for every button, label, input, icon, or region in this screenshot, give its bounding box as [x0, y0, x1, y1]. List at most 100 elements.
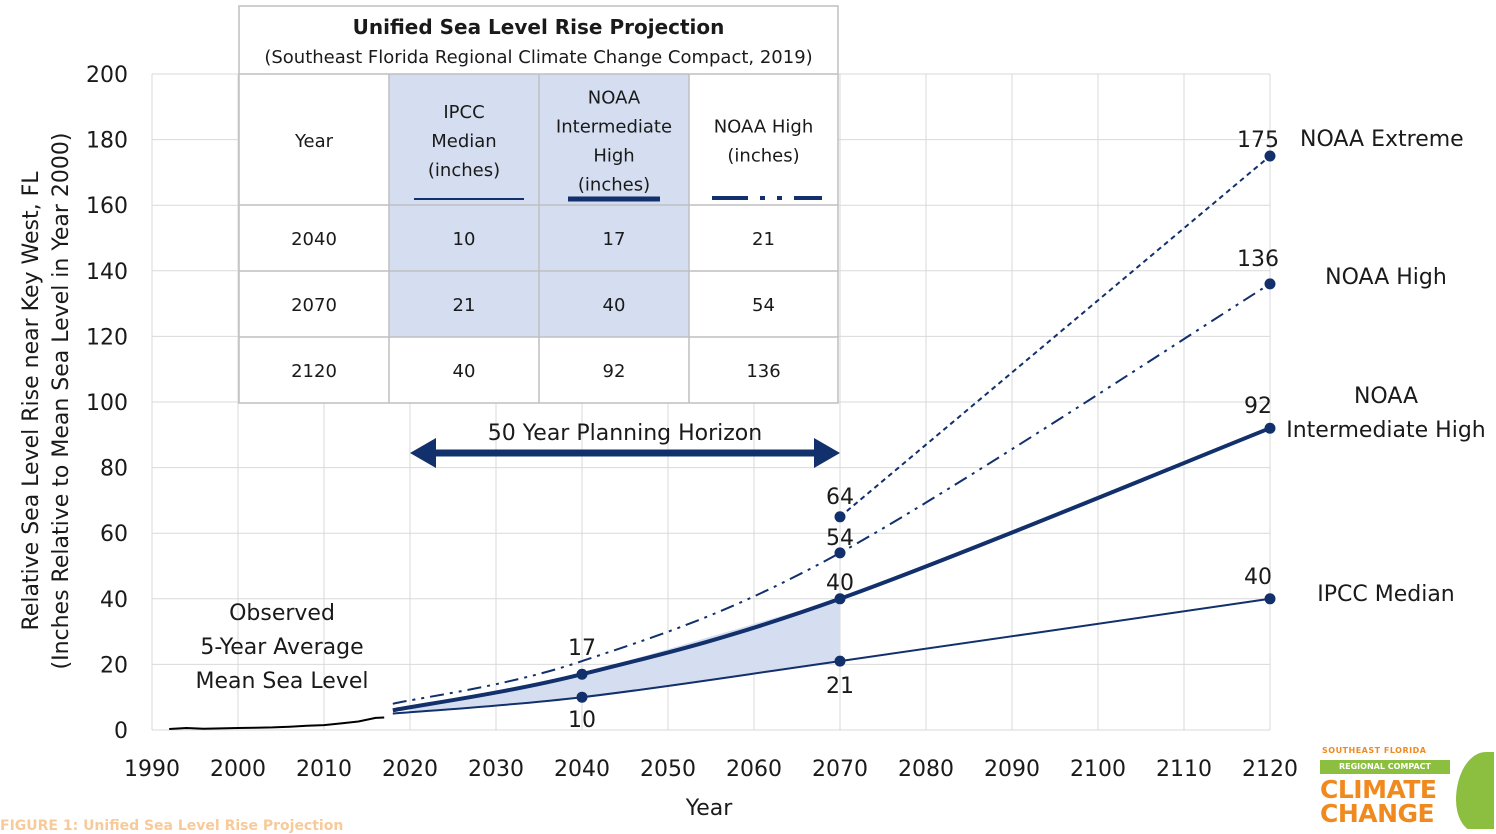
int-high-series-label-line1: NOAA: [1354, 384, 1418, 409]
int_high-point: [834, 593, 846, 605]
int_high-value-label: 92: [1244, 394, 1272, 419]
table-cell: 17: [603, 229, 626, 250]
x-tick-label: 2020: [382, 757, 438, 782]
x-tick-label: 2070: [812, 757, 868, 782]
ipcc-point: [576, 691, 588, 703]
table-header-cell: Median: [431, 131, 496, 152]
y-tick-label: 120: [86, 325, 128, 350]
logo-change: CHANGE: [1320, 799, 1435, 828]
y-tick-label: 60: [100, 522, 128, 547]
table-cell: 54: [752, 295, 775, 316]
int_high-point: [576, 668, 588, 680]
x-tick-label: 2110: [1156, 757, 1212, 782]
extreme-line: [839, 155, 1271, 518]
ipcc-line: [392, 597, 1271, 715]
table-header-cell: Year: [294, 131, 334, 152]
extreme-series-label: NOAA Extreme: [1300, 127, 1464, 152]
observed-label-line: 5-Year Average: [200, 635, 363, 660]
table-header-cell: (inches): [727, 146, 799, 167]
x-axis-label: Year: [685, 796, 734, 821]
observed-label-line: Mean Sea Level: [196, 669, 369, 694]
noaa_high-line: [392, 283, 1271, 705]
horizon-arrow-right: [814, 438, 840, 468]
logo-climate: CLIMATE: [1320, 775, 1437, 804]
x-tick-label: 2030: [468, 757, 524, 782]
y-tick-label: 160: [86, 194, 128, 219]
noaa_high-point: [834, 547, 846, 559]
y-tick-label: 200: [86, 63, 128, 88]
table-cell: 136: [746, 361, 780, 382]
noaa-high-series-label: NOAA High: [1325, 265, 1447, 290]
table-header-cell: High: [593, 146, 634, 167]
y-tick-label: 40: [100, 588, 128, 613]
table-header-cell: NOAA: [588, 88, 641, 109]
x-tick-label: 2060: [726, 757, 782, 782]
y-tick-label: 180: [86, 129, 128, 154]
logo-line3: CLIMATE CHANGE: [1320, 775, 1437, 828]
table-cell: 2120: [291, 361, 337, 382]
figure-caption: FIGURE 1: Unified Sea Level Rise Project…: [0, 818, 344, 834]
observed-line: [169, 716, 385, 730]
table-cell: 21: [453, 295, 476, 316]
table-header-cell: Intermediate: [556, 117, 672, 138]
x-tick-label: 2090: [984, 757, 1040, 782]
extreme-point: [834, 511, 846, 523]
noaa_high-value-label: 136: [1237, 247, 1279, 272]
int_high-line: [392, 426, 1271, 713]
x-tick-label: 2040: [554, 757, 610, 782]
ipcc-value-label: 10: [568, 708, 596, 733]
table-cell: 2040: [291, 229, 337, 250]
x-tick-label: 2100: [1070, 757, 1126, 782]
axes: 1990 2000 2010 2020 2030 2040 2050 2060 2070 2080…: [86, 63, 1298, 782]
table-header-cell: IPCC: [443, 102, 484, 123]
ipcc-value-label: 40: [1244, 565, 1272, 590]
y-tick-label: 0: [114, 719, 128, 744]
noaa_high-point: [1264, 278, 1276, 290]
table-cell: 10: [453, 229, 476, 250]
ipcc-point: [1264, 593, 1276, 605]
table-header-cell: NOAA High: [714, 117, 814, 138]
x-tick-label: 2050: [640, 757, 696, 782]
y-tick-label: 100: [86, 391, 128, 416]
y-tick-label: 140: [86, 260, 128, 285]
extreme-value-label: 175: [1237, 128, 1279, 153]
logo-line2: REGIONAL COMPACT: [1320, 760, 1450, 774]
x-tick-label: 1990: [124, 757, 180, 782]
table-header-cell: (inches): [428, 160, 500, 181]
climate-compact-logo: SOUTHEAST FLORIDA REGIONAL COMPACT CLIMA…: [1316, 744, 1494, 829]
x-tick-label: 2080: [898, 757, 954, 782]
y-axis-label-line2: (Inches Relative to Mean Sea Level in Ye…: [49, 132, 74, 669]
series-lines: [169, 150, 1276, 730]
int_high-value-label: 40: [826, 571, 854, 596]
table-cell: 92: [603, 361, 626, 382]
y-tick-label: 20: [100, 653, 128, 678]
y-axis-label-line1: Relative Sea Level Rise near Key West, F…: [19, 171, 44, 631]
y-tick-label: 80: [100, 457, 128, 482]
ipcc-series-label: IPCC Median: [1317, 582, 1455, 607]
int-high-series-label-line2: Intermediate High: [1286, 418, 1486, 443]
extreme-point: [1264, 150, 1276, 162]
x-tick-label: 2010: [296, 757, 352, 782]
planning-horizon-label: 50 Year Planning Horizon: [488, 421, 762, 446]
table-title: Unified Sea Level Rise Projection: [353, 15, 725, 39]
table-header-cell: (inches): [578, 175, 650, 196]
int_high-point: [1264, 422, 1276, 434]
table-cell: 40: [453, 361, 476, 382]
logo-line1: SOUTHEAST FLORIDA: [1322, 746, 1427, 755]
annotations: 10 21 40 17 40 92 54 136 64 175 NOAA Extreme NOAA H…: [196, 127, 1486, 733]
x-tick-label: 2120: [1242, 757, 1298, 782]
ipcc-point: [834, 655, 846, 667]
table-cell: 2070: [291, 295, 337, 316]
florida-shape-icon: [1456, 752, 1494, 829]
extreme-value-label: 64: [826, 485, 854, 510]
observed-label-line: Observed: [229, 601, 335, 626]
x-tick-label: 2000: [210, 757, 266, 782]
projection-table: Unified Sea Level Rise Projection (Southe…: [238, 5, 839, 404]
table-cell: 21: [752, 229, 775, 250]
horizon-arrow-left: [410, 438, 436, 468]
ipcc-value-label: 21: [826, 674, 854, 699]
table-cell: 40: [603, 295, 626, 316]
int_high-value-label: 17: [568, 636, 596, 661]
table-subtitle: (Southeast Florida Regional Climate Chan…: [264, 47, 812, 68]
